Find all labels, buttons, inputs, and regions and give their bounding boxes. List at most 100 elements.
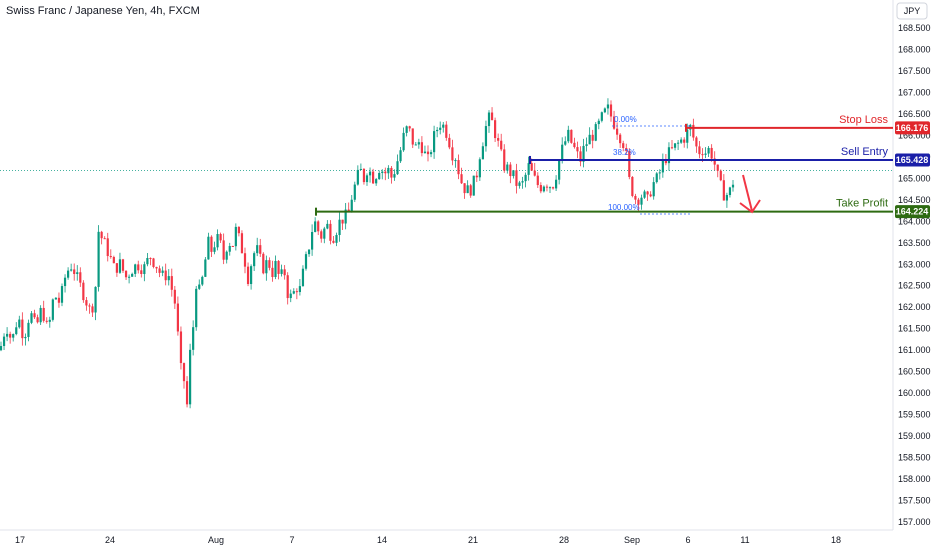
candle-body (283, 269, 286, 276)
candle-body (521, 181, 524, 183)
candle-body (271, 267, 274, 278)
candle-body (189, 349, 192, 405)
price-tick-label: 157.000 (898, 517, 931, 527)
candle-body (414, 144, 417, 146)
candle-body (719, 170, 722, 181)
candle-body (387, 167, 390, 174)
candle-body (698, 146, 701, 155)
candle-body (311, 231, 314, 250)
candle-body (164, 270, 167, 281)
candle-body (222, 240, 225, 260)
candle-body (497, 138, 500, 141)
candle-body (490, 112, 494, 121)
candle-body (548, 187, 552, 189)
candle-body (420, 142, 423, 154)
candle-body (561, 144, 564, 161)
candle-body (158, 268, 161, 273)
candle-body (97, 231, 100, 287)
candle-body (149, 257, 152, 259)
candle-body (277, 260, 280, 274)
price-axis[interactable]: 168.500 168.000 167.500 167.000 166.500 166.0… (898, 23, 931, 527)
candle-body (48, 319, 51, 322)
candle-body (320, 231, 323, 239)
price-tick-label: 166.500 (898, 109, 931, 119)
price-tick-label: 168.000 (898, 44, 931, 54)
time-tick-label: 11 (740, 535, 749, 545)
candle-body (542, 186, 545, 192)
candle-body (396, 161, 399, 175)
candle-body (344, 209, 347, 224)
candle-body (460, 174, 463, 184)
candle-body (500, 140, 503, 150)
candle-body (231, 245, 234, 247)
candle-body (509, 164, 512, 177)
candle-body (451, 147, 454, 161)
price-tick-label: 162.000 (898, 302, 931, 312)
candle-body (246, 266, 250, 285)
candle-body (606, 104, 610, 109)
currency-button[interactable]: JPY (896, 2, 928, 20)
candle-body (118, 259, 122, 273)
candle-body (301, 268, 305, 287)
chart-title: Swiss Franc / Japanese Yen, 4h, FXCM (6, 5, 200, 17)
candle-body (21, 319, 24, 339)
candle-body (448, 137, 451, 148)
candle-body (216, 234, 219, 248)
candle-body (515, 170, 518, 186)
candle-body (527, 163, 530, 175)
candle-body (265, 260, 268, 274)
candle-body (192, 327, 195, 350)
candle-body (259, 245, 262, 254)
candle-body (481, 146, 484, 160)
candle-body (103, 238, 106, 240)
candle-body (707, 147, 710, 154)
candle-body (530, 163, 533, 171)
candle-body (622, 143, 625, 148)
candle-body (307, 249, 311, 255)
candle-body (686, 129, 689, 143)
candle-body (454, 160, 457, 162)
time-axis[interactable]: 17 24 Aug 7 14 21 28 Sep 6 11 18 (15, 535, 841, 545)
candle-body (701, 154, 704, 156)
candle-body (716, 164, 719, 171)
candle-body (30, 313, 33, 323)
candle-body (628, 150, 631, 177)
candle-body (393, 174, 396, 178)
candle-body (243, 253, 247, 267)
plot-area[interactable] (0, 0, 893, 530)
candle-body (6, 333, 9, 337)
candle-body (594, 124, 597, 141)
candle-body (524, 174, 527, 182)
candle-body (134, 264, 137, 274)
candle-body (487, 112, 491, 127)
candle-body (253, 253, 256, 267)
price-tick-label: 157.500 (898, 496, 931, 506)
candle-body (210, 236, 213, 252)
candle-body (728, 187, 732, 196)
candle-body (405, 126, 408, 133)
price-tick-label: 165.000 (898, 173, 931, 183)
candle-body (692, 124, 695, 138)
candle-body (286, 275, 289, 299)
time-tick-label: Sep (624, 535, 640, 545)
svg-text:164.224: 164.224 (896, 207, 929, 217)
candle-body (12, 334, 15, 338)
price-tick-label: 159.000 (898, 431, 931, 441)
candle-body (399, 150, 402, 162)
candle-body (695, 137, 698, 147)
candle-body (423, 151, 427, 154)
candle-body (442, 124, 445, 128)
candle-body (332, 240, 335, 243)
candle-body (140, 270, 143, 275)
time-tick-label: Aug (208, 535, 224, 545)
candle-body (338, 219, 341, 236)
candle-body (42, 307, 45, 321)
candle-body (539, 185, 542, 192)
price-tick-label: 166.000 (898, 130, 931, 140)
candle-body (39, 307, 42, 323)
candle-body (545, 186, 549, 188)
candlestick-series (0, 98, 735, 409)
candle-body (558, 160, 561, 180)
candle-body (655, 173, 658, 183)
